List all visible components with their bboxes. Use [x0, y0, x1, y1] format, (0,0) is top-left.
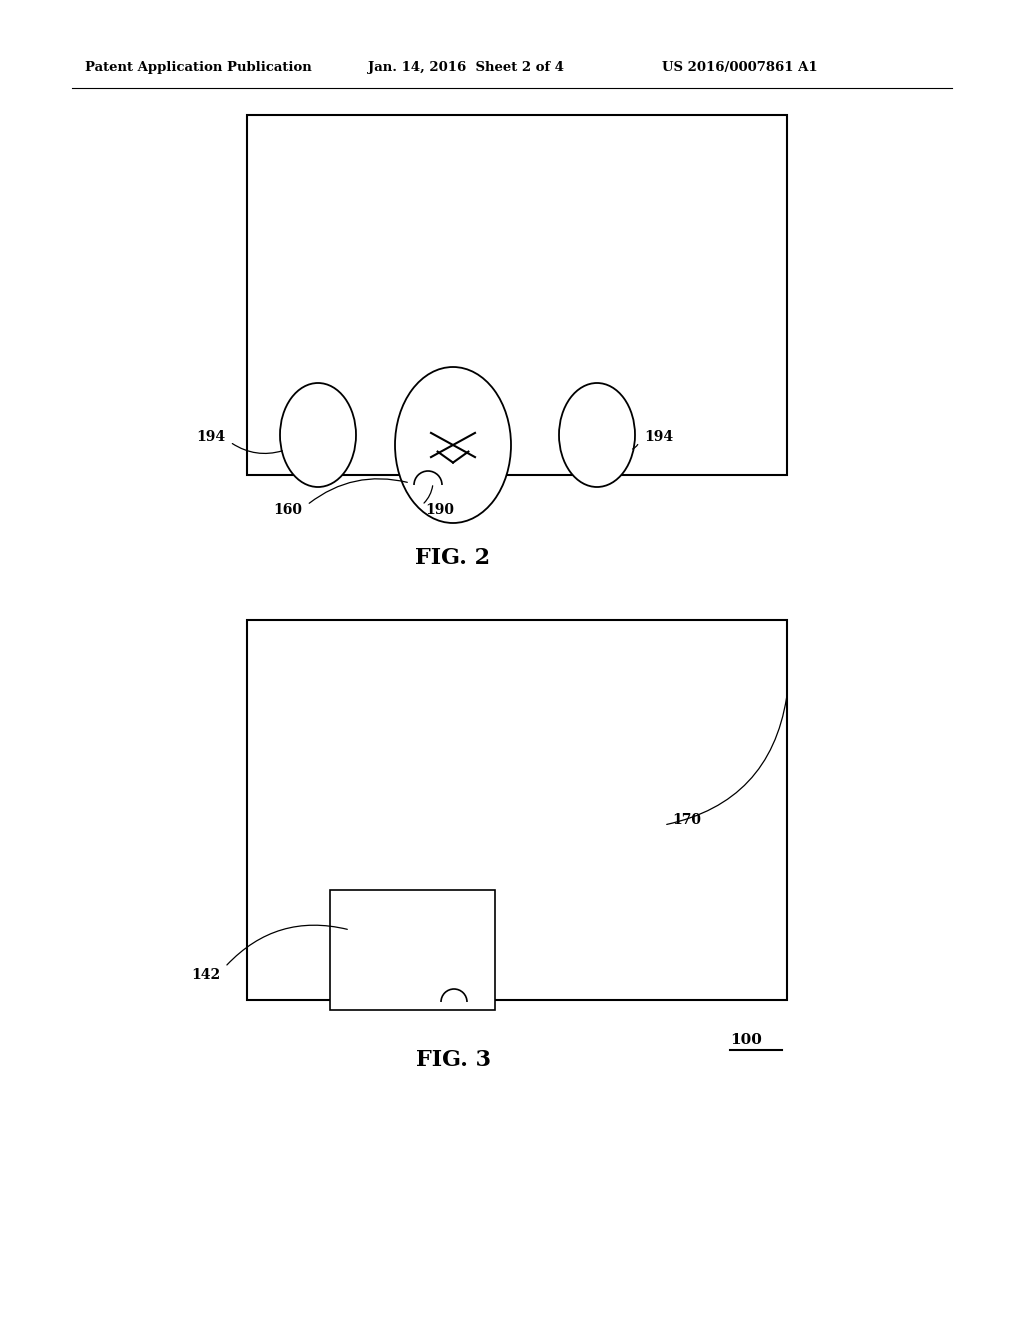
- Ellipse shape: [280, 383, 356, 487]
- Text: 194: 194: [196, 430, 225, 444]
- Text: Patent Application Publication: Patent Application Publication: [85, 62, 311, 74]
- Text: 142: 142: [190, 968, 220, 982]
- Text: Jan. 14, 2016  Sheet 2 of 4: Jan. 14, 2016 Sheet 2 of 4: [368, 62, 564, 74]
- Text: FIG. 2: FIG. 2: [416, 546, 490, 569]
- Text: 194: 194: [644, 430, 673, 444]
- Text: 100: 100: [730, 1034, 762, 1047]
- Ellipse shape: [559, 383, 635, 487]
- Text: 190: 190: [425, 503, 454, 517]
- Bar: [247, 115, 787, 475]
- Text: 160: 160: [273, 503, 302, 517]
- Text: FIG. 3: FIG. 3: [416, 1049, 490, 1071]
- Text: US 2016/0007861 A1: US 2016/0007861 A1: [662, 62, 817, 74]
- Ellipse shape: [395, 367, 511, 523]
- Bar: [247, 620, 787, 1001]
- Bar: [330, 890, 495, 1010]
- Text: 170: 170: [672, 813, 701, 828]
